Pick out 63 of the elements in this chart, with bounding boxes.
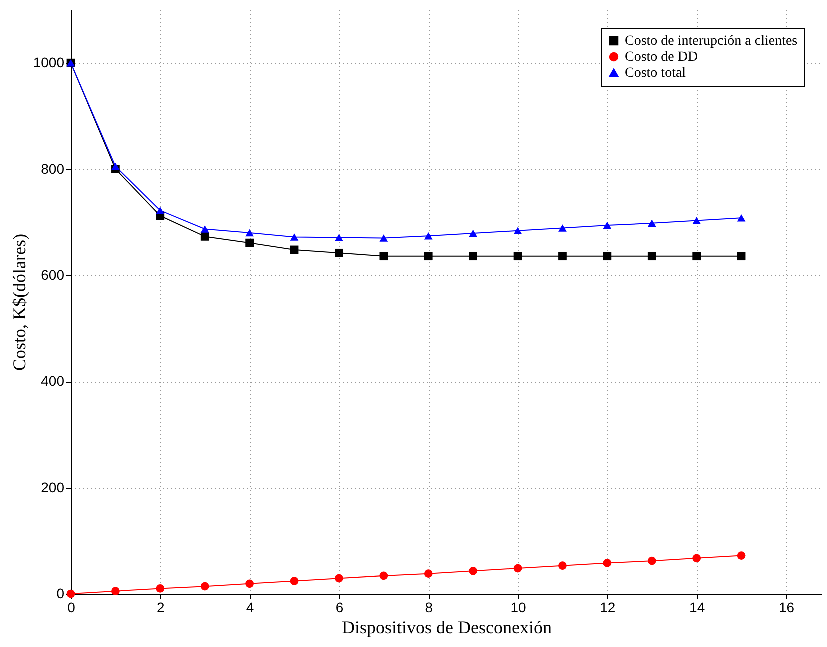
point <box>648 252 656 261</box>
point <box>335 574 344 583</box>
point <box>603 252 612 261</box>
point <box>514 227 522 234</box>
point <box>335 234 344 242</box>
point <box>112 162 120 170</box>
point <box>200 232 210 241</box>
point <box>514 252 522 261</box>
x-tick-label: 4 <box>246 600 254 616</box>
point <box>469 252 478 261</box>
x-axis-title: Dispositivos de Desconexión <box>342 618 552 638</box>
point <box>380 252 388 261</box>
y-tick-label: 1000 <box>33 54 65 71</box>
point <box>648 220 656 228</box>
x-tick-label: 10 <box>510 600 527 616</box>
point <box>156 207 165 214</box>
point <box>558 224 567 232</box>
y-tick-label: 600 <box>41 266 65 283</box>
point <box>290 246 299 254</box>
y-axis-title: Costo, K$(dólares) <box>9 234 30 371</box>
legend-label: Costo de DD <box>625 50 698 65</box>
point <box>112 587 120 596</box>
point <box>200 226 210 233</box>
point <box>290 234 299 241</box>
point <box>290 577 299 586</box>
point <box>246 580 254 588</box>
y-tick-label: 200 <box>41 479 65 496</box>
point <box>737 552 746 560</box>
point <box>737 214 746 222</box>
y-tick-label: 0 <box>56 586 65 602</box>
point <box>692 252 702 261</box>
point <box>424 252 433 261</box>
point <box>380 572 388 580</box>
x-tick-label: 14 <box>690 600 706 616</box>
point <box>692 554 702 563</box>
point <box>514 564 522 573</box>
x-tick-label: 6 <box>336 600 344 616</box>
y-tick-label: 400 <box>41 373 65 390</box>
point <box>246 229 254 237</box>
point <box>156 584 165 593</box>
point <box>424 570 433 578</box>
point <box>603 559 612 568</box>
point <box>469 566 478 576</box>
point <box>648 556 656 566</box>
legend-label: Costo total <box>625 66 686 81</box>
point <box>380 234 388 242</box>
point <box>558 252 567 261</box>
point <box>469 230 478 238</box>
point <box>424 232 433 240</box>
x-tick-label: 2 <box>157 600 166 616</box>
point <box>200 582 210 591</box>
point <box>737 252 746 261</box>
legend-label: Costo de interupción a clientes <box>625 34 798 49</box>
x-tick-label: 12 <box>600 600 616 616</box>
y-tick-label: 800 <box>41 160 65 177</box>
point <box>692 217 702 224</box>
point <box>603 222 612 230</box>
x-tick-label: 16 <box>778 600 795 616</box>
point <box>335 248 344 258</box>
x-tick-label: 0 <box>68 600 76 616</box>
point <box>246 238 254 248</box>
point <box>558 562 567 570</box>
x-tick-label: 8 <box>425 600 434 616</box>
